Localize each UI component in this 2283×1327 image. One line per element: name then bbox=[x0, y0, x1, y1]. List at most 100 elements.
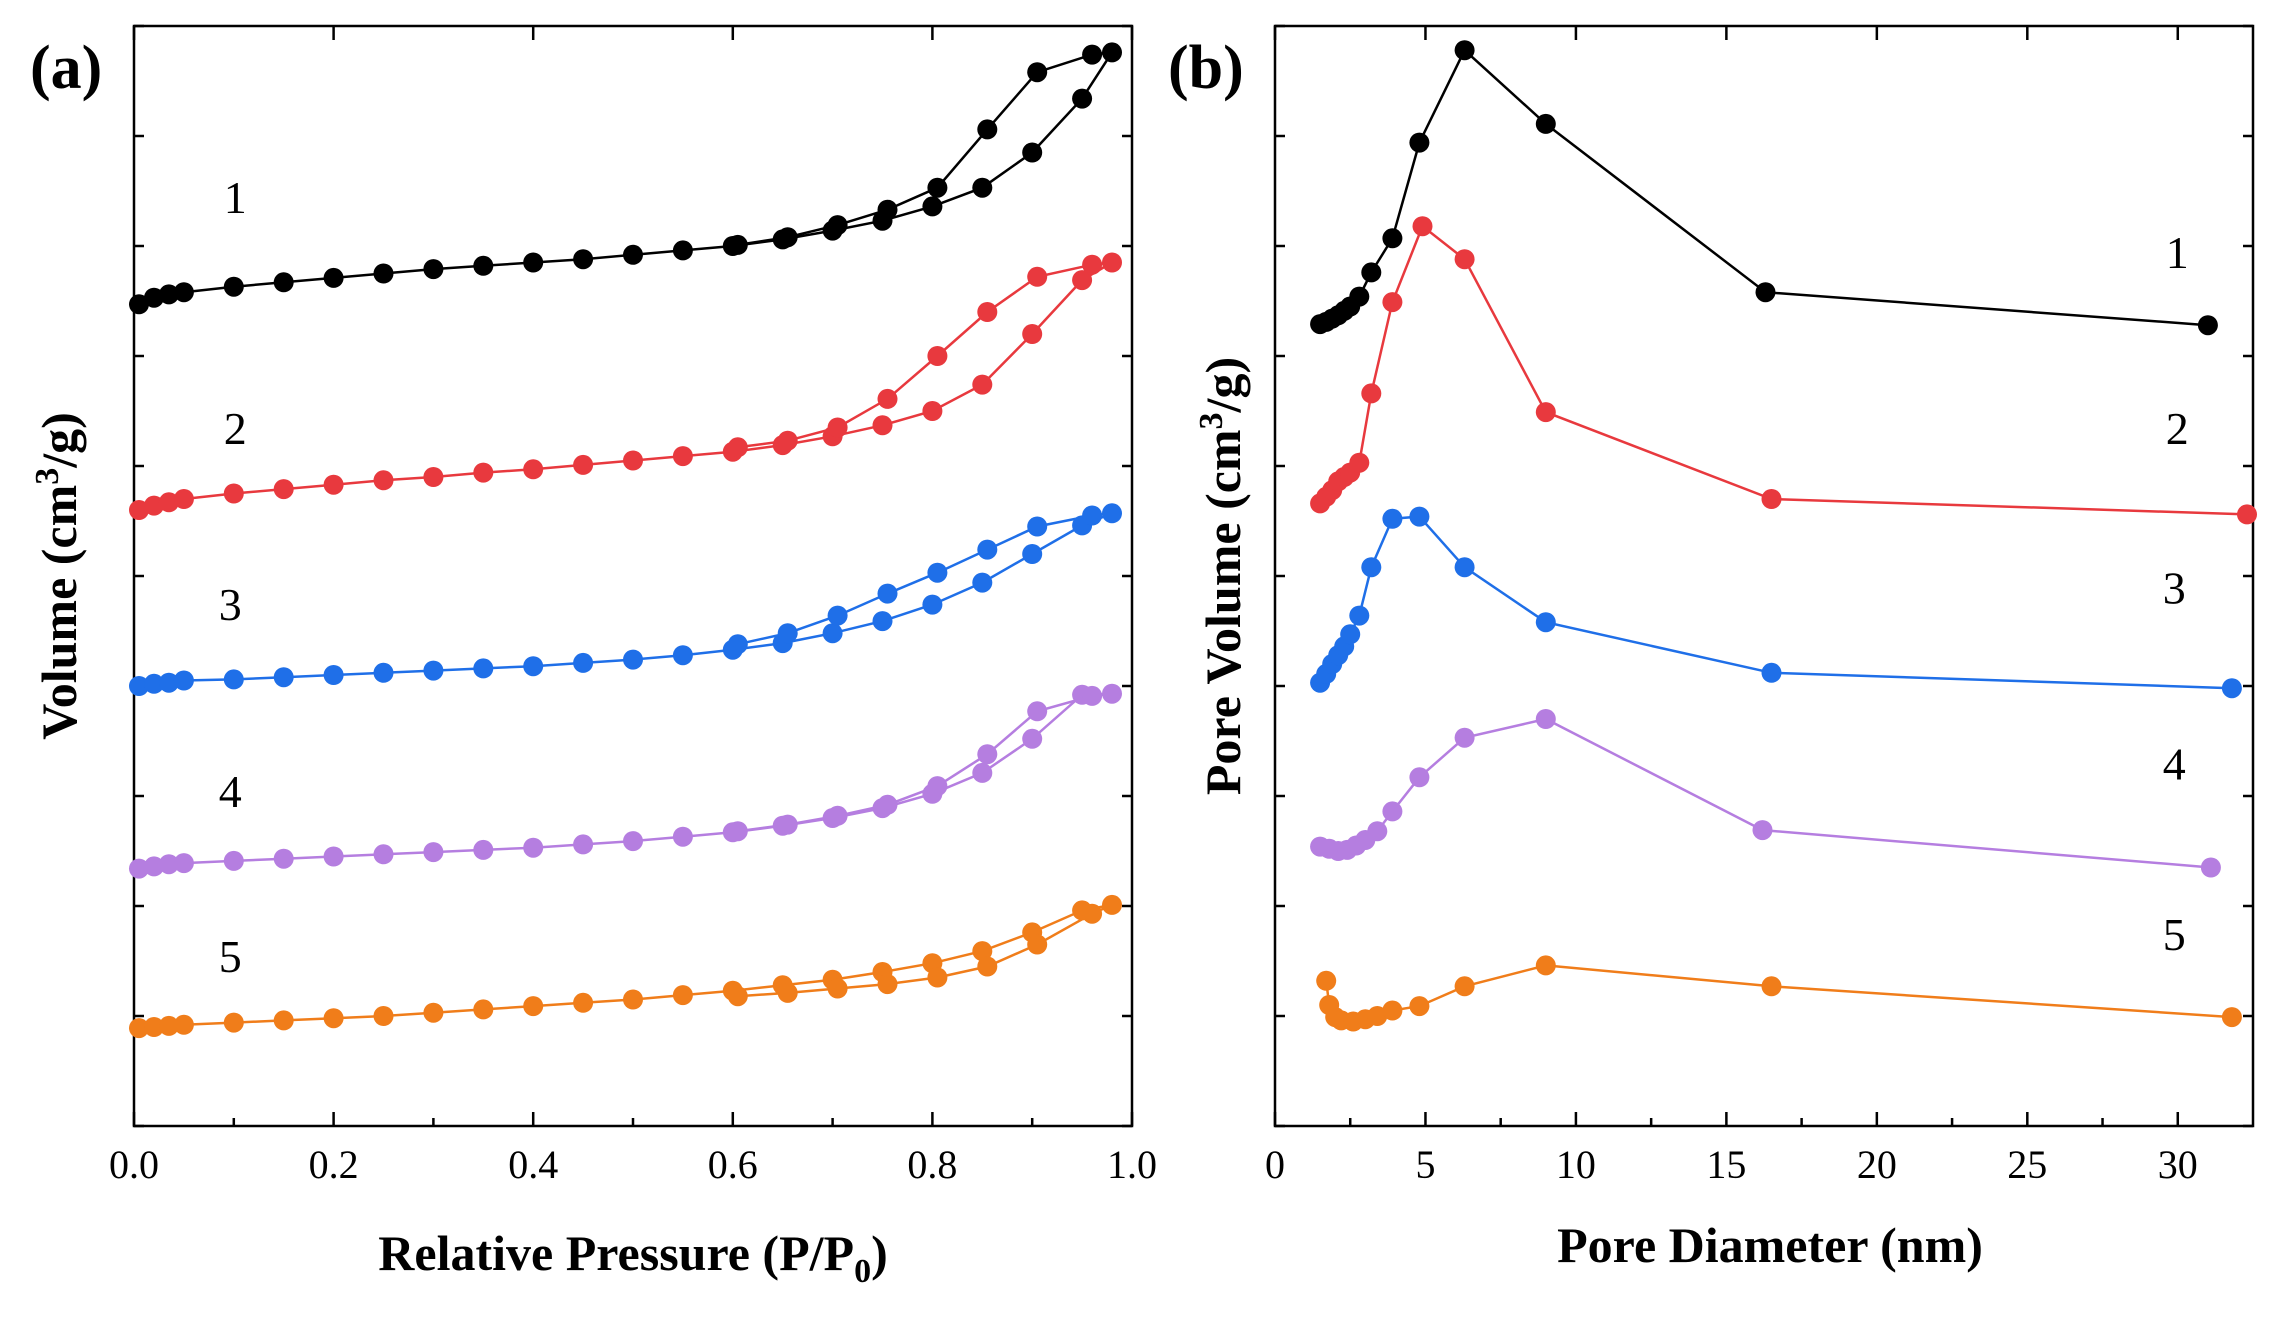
series-3-point bbox=[523, 656, 544, 677]
series-5-point bbox=[1316, 970, 1337, 991]
series-3-point bbox=[1382, 508, 1403, 529]
series-1-point bbox=[373, 263, 394, 284]
series-5-point bbox=[1027, 934, 1048, 955]
panel-a-curve-label-5: 5 bbox=[219, 931, 242, 982]
series-4-point bbox=[1535, 709, 1556, 729]
series-3-line bbox=[1319, 515, 2232, 690]
series-5-point bbox=[1367, 1006, 1388, 1026]
series-1-point bbox=[777, 227, 798, 248]
panel-b-curve-label-4: 4 bbox=[2163, 739, 2186, 790]
series-5-point bbox=[1535, 955, 1556, 976]
series-2-point bbox=[727, 437, 748, 458]
panel-b-curve-label-1: 1 bbox=[2166, 227, 2189, 278]
series-5-point bbox=[573, 992, 594, 1013]
panel-b-label: (b) bbox=[1168, 34, 1244, 102]
panel-a-curve-labels: 1 2 3 4 5 bbox=[219, 172, 247, 982]
series-5-point bbox=[927, 967, 948, 988]
series-2-point bbox=[273, 479, 294, 500]
panel-b-plot-frame bbox=[1273, 24, 2255, 1128]
series-2-point bbox=[977, 302, 998, 322]
series-2-point bbox=[173, 489, 194, 509]
series-1-point bbox=[573, 249, 594, 270]
series-5-point bbox=[473, 999, 494, 1020]
series-4-point bbox=[1454, 727, 1475, 748]
series-1-point bbox=[173, 282, 194, 303]
panel-a-x-tick-label: 0.6 bbox=[708, 1142, 758, 1187]
series-4-point bbox=[223, 850, 244, 871]
series-3-point bbox=[423, 660, 444, 681]
series-1-point bbox=[1454, 40, 1475, 61]
series-2-point bbox=[1082, 254, 1103, 275]
series-5-point bbox=[173, 1014, 194, 1035]
series-2-point bbox=[323, 474, 344, 495]
panel-a-series-2 bbox=[129, 252, 1122, 520]
series-4-point bbox=[977, 744, 998, 765]
series-1-point bbox=[323, 267, 344, 288]
series-2-point bbox=[373, 470, 394, 491]
series-3-point bbox=[623, 649, 643, 670]
panel-a-y-axis-title: Volume (cm3/g) bbox=[29, 412, 87, 740]
series-3-point bbox=[1082, 505, 1103, 526]
series-2-point bbox=[1412, 216, 1433, 237]
series-4-point bbox=[1752, 820, 1773, 841]
panel-a-series-5 bbox=[129, 894, 1122, 1039]
series-4-point bbox=[173, 853, 194, 874]
series-5-point bbox=[877, 974, 898, 995]
panel-a-series-4 bbox=[129, 683, 1122, 879]
series-1-point bbox=[1102, 42, 1122, 63]
series-3-point bbox=[977, 539, 998, 560]
series-3-point bbox=[223, 669, 244, 690]
series-2-point bbox=[927, 346, 948, 366]
series-2-desorption-line bbox=[737, 261, 1113, 449]
series-1-point bbox=[1755, 282, 1776, 303]
series-5-point bbox=[323, 1008, 344, 1029]
series-1-adsorption-line bbox=[138, 51, 1114, 306]
panel-b-x-tick-label: 5 bbox=[1415, 1142, 1435, 1187]
series-5-point bbox=[373, 1006, 394, 1026]
series-1-point bbox=[473, 255, 494, 276]
series-1-point bbox=[827, 215, 848, 236]
panel-a-x-tick-label: 0.8 bbox=[907, 1142, 957, 1187]
series-2-point bbox=[672, 446, 693, 467]
series-4-point bbox=[1027, 701, 1048, 722]
panel-a-curve-label-3: 3 bbox=[219, 579, 242, 630]
series-2-point bbox=[1022, 324, 1043, 344]
series-4-point bbox=[373, 844, 394, 865]
series-4-point bbox=[523, 837, 544, 858]
series-2-point bbox=[1102, 252, 1122, 273]
panel-a-label: (a) bbox=[30, 34, 102, 102]
series-4-point bbox=[1022, 728, 1043, 749]
series-1-point bbox=[927, 177, 948, 198]
panel-b-x-ticks: 0 5 10 15 20 25 30 bbox=[1265, 24, 2253, 1187]
series-2-point bbox=[1349, 452, 1370, 473]
series-2-point bbox=[158, 492, 179, 513]
series-1-point bbox=[972, 177, 993, 198]
series-1-point bbox=[1409, 132, 1430, 153]
series-2-point bbox=[872, 415, 893, 436]
series-4-point bbox=[1367, 821, 1388, 842]
series-1-point bbox=[977, 119, 998, 140]
series-3-point bbox=[927, 562, 948, 583]
series-5-desorption-line bbox=[737, 903, 1113, 998]
series-4-point bbox=[158, 854, 179, 875]
panel-b-x-tick-label: 15 bbox=[1706, 1142, 1746, 1187]
panel-b-y-axis-title: Pore Volume (cm3/g) bbox=[1193, 357, 1251, 795]
series-4-point bbox=[129, 858, 149, 879]
series-4-point bbox=[473, 839, 494, 860]
panel-a-series-1 bbox=[129, 42, 1122, 315]
series-4-point bbox=[623, 831, 643, 852]
series-5-point bbox=[1454, 976, 1475, 997]
series-5-point bbox=[223, 1012, 244, 1033]
series-3-point bbox=[827, 605, 848, 626]
series-1-desorption-line bbox=[737, 51, 1113, 247]
series-4-point bbox=[423, 842, 444, 863]
series-3-point bbox=[1761, 662, 1782, 683]
series-2-line bbox=[1319, 224, 2248, 516]
series-3-desorption-line bbox=[737, 512, 1113, 646]
series-4-point bbox=[573, 834, 594, 855]
series-5-point bbox=[672, 985, 693, 1006]
series-3-point bbox=[573, 652, 594, 673]
series-2-point bbox=[972, 374, 993, 395]
series-4-point bbox=[777, 814, 798, 835]
series-4-point bbox=[323, 846, 344, 867]
